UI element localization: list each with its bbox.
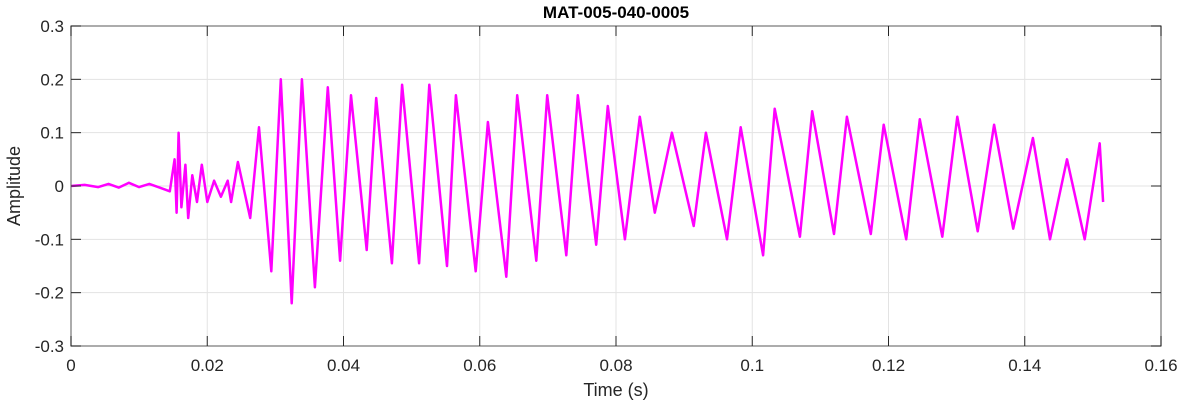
y-tick-label: -0.2 xyxy=(35,284,64,303)
series-line-signal xyxy=(70,78,1105,305)
x-tick-label: 0.06 xyxy=(463,356,496,375)
x-tick-label: 0.1 xyxy=(740,356,764,375)
x-axis-label: Time (s) xyxy=(583,380,648,400)
y-axis-label: Amplitude xyxy=(4,146,24,226)
x-tick-label: 0.04 xyxy=(327,356,360,375)
x-tick-label: 0 xyxy=(66,356,75,375)
x-tick-label: 0.08 xyxy=(599,356,632,375)
x-tick-label: 0.14 xyxy=(1008,356,1041,375)
plot-area xyxy=(70,78,1105,305)
x-tick-label: 0.02 xyxy=(191,356,224,375)
chart-title: MAT-005-040-0005 xyxy=(543,3,689,22)
x-tick-label: 0.12 xyxy=(872,356,905,375)
y-tick-label: 0.1 xyxy=(40,124,64,143)
y-tick-label: 0.2 xyxy=(40,70,64,89)
y-tick-label: -0.3 xyxy=(35,337,64,356)
ticks: 0 0.02 0.04 0.06 0.08 0.1 0.12 0.14 0.16 -0.3 -0.2… xyxy=(35,17,1178,375)
y-tick-label: -0.1 xyxy=(35,230,64,249)
y-tick-label: 0 xyxy=(55,177,64,196)
y-tick-label: 0.3 xyxy=(40,17,64,36)
x-tick-label: 0.16 xyxy=(1144,356,1177,375)
